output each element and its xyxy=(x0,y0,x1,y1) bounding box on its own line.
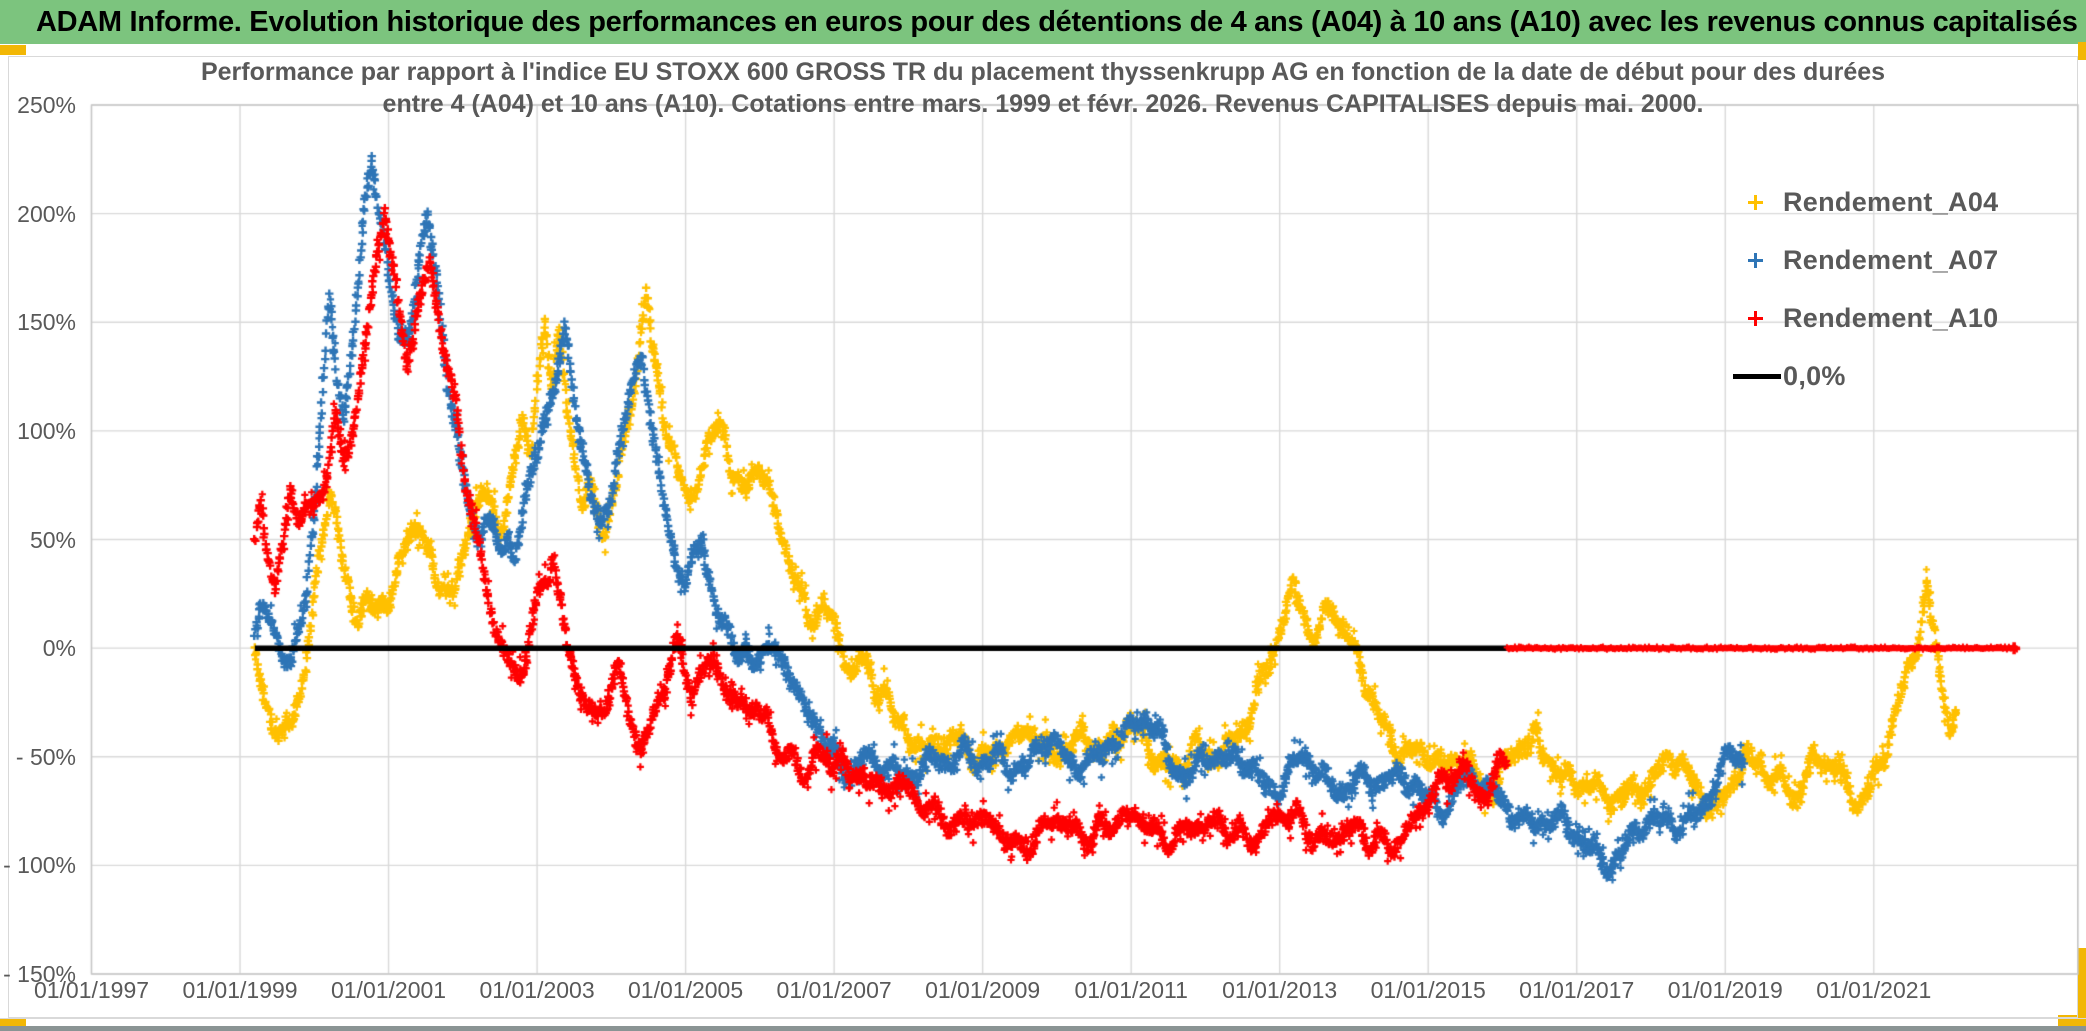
y-tick-label: - 50% xyxy=(15,743,76,770)
y-tick-label: 50% xyxy=(29,526,76,553)
legend-label: Rendement_A07 xyxy=(1783,244,1999,275)
x-tick-label: 01/01/1997 xyxy=(33,977,150,1003)
x-tick-label: 01/01/2001 xyxy=(330,977,447,1003)
legend-label: Rendement_A04 xyxy=(1783,186,1999,217)
chart-title-line1: Performance par rapport à l'indice EU ST… xyxy=(200,58,1886,86)
plus-marker-icon xyxy=(1748,310,1763,326)
x-tick-label: 01/01/2019 xyxy=(1667,977,1783,1003)
x-tick-label: 01/01/2021 xyxy=(1816,977,1932,1003)
legend-label: Rendement_A10 xyxy=(1783,302,1999,333)
x-tick-label: 01/01/2017 xyxy=(1519,977,1635,1003)
x-tick-label: 01/01/2015 xyxy=(1370,977,1486,1003)
y-tick-label: 200% xyxy=(17,200,76,227)
y-tick-label: 150% xyxy=(17,309,76,336)
plus-marker-icon xyxy=(1748,252,1763,268)
x-tick-label: 01/01/2007 xyxy=(776,977,892,1003)
legend-label: 0,0% xyxy=(1783,360,1846,391)
chart-title-line2: entre 4 (A04) et 10 ans (A10). Cotations… xyxy=(382,90,1704,118)
legend: Rendement_A04 Rendement_A07 Rendement_A1… xyxy=(1733,186,1998,392)
y-tick-label: 100% xyxy=(17,417,76,444)
y-tick-label: 0% xyxy=(42,635,76,662)
legend-item-rendement-a10[interactable]: Rendement_A10 xyxy=(1748,302,1998,334)
legend-item-rendement-a07[interactable]: Rendement_A07 xyxy=(1748,244,1998,276)
y-tick-label: - 150% xyxy=(3,961,76,987)
legend-item-zero-line[interactable]: 0,0% xyxy=(1733,360,1998,392)
x-tick-label: 01/01/2013 xyxy=(1222,977,1338,1003)
zero-line-swatch xyxy=(1733,373,1781,379)
y-tick-label: - 100% xyxy=(3,852,76,879)
x-tick-label: 01/01/1999 xyxy=(182,977,298,1003)
x-tick-label: 01/01/2005 xyxy=(628,977,744,1003)
x-tick-label: 01/01/2009 xyxy=(925,977,1041,1003)
legend-item-rendement-a04[interactable]: Rendement_A04 xyxy=(1748,186,1998,218)
y-tick-label: 250% xyxy=(17,92,76,118)
x-tick-label: 01/01/2003 xyxy=(479,977,595,1003)
x-tick-label: 01/01/2011 xyxy=(1074,977,1188,1003)
plus-marker-icon xyxy=(1748,194,1763,210)
